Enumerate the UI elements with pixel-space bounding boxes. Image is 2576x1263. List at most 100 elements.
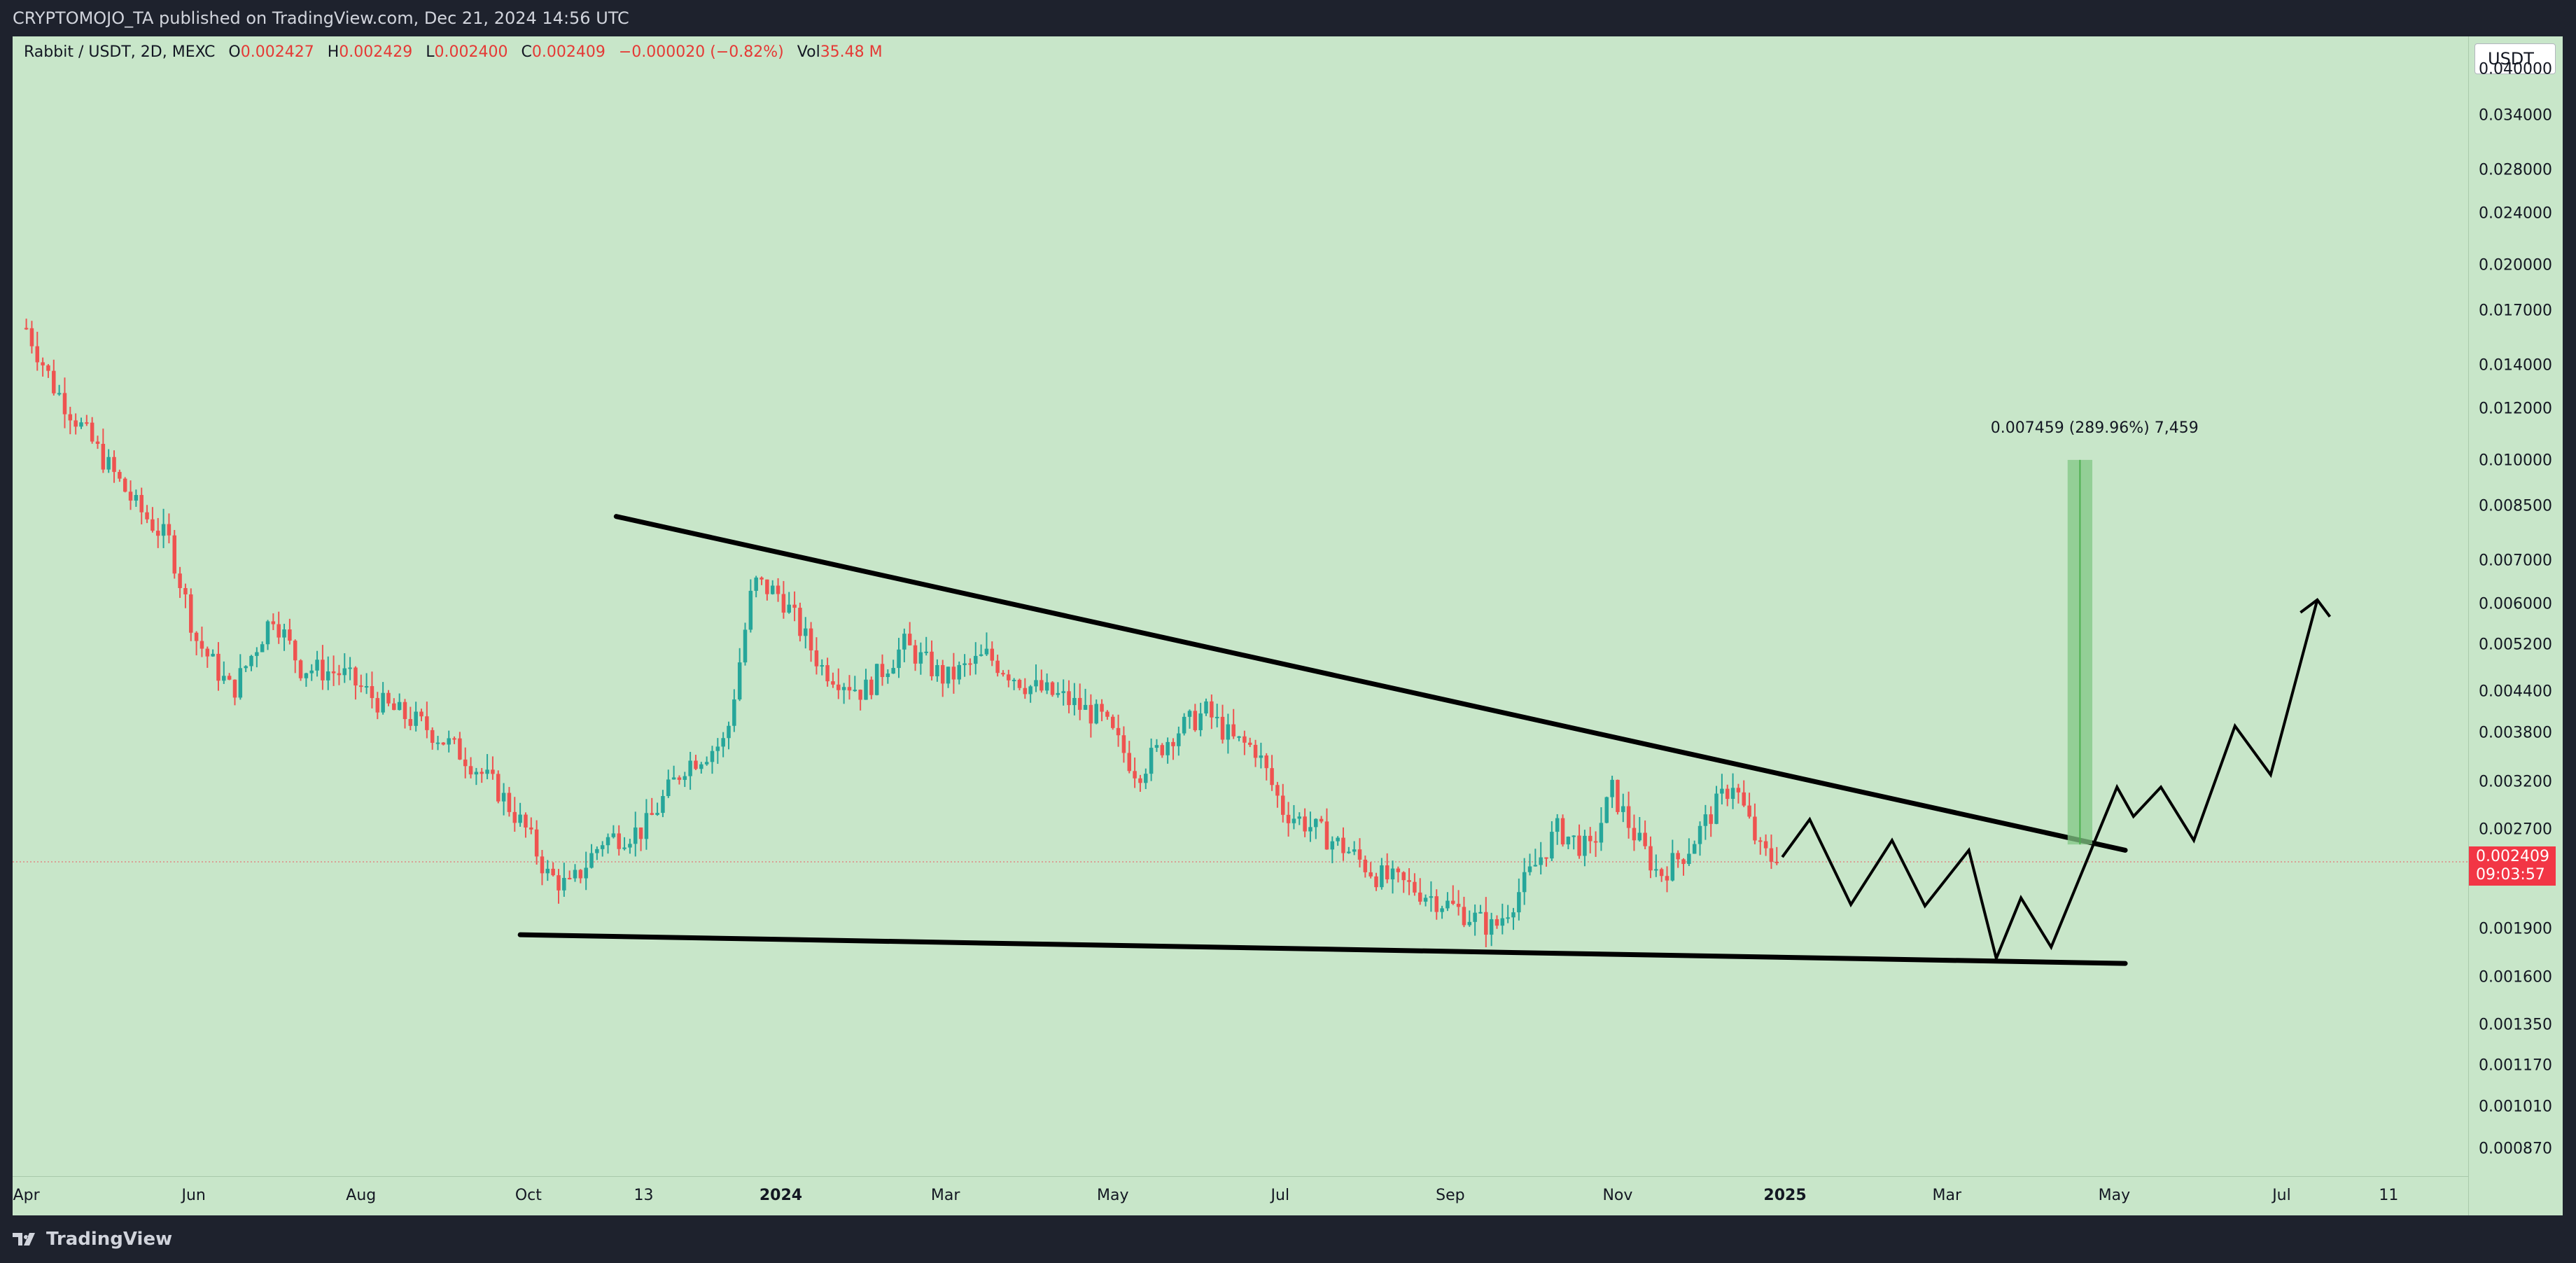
candle-body [951,667,956,680]
price-tick-label: 0.001600 [2479,968,2552,986]
candle-body [1473,912,1477,922]
candle-body [1489,919,1494,935]
candle-body [1467,921,1472,926]
candle-body [276,624,281,638]
candle-body [134,495,139,501]
candle-body [29,328,34,347]
candle-body [1577,835,1581,856]
candle-body [122,478,127,492]
time-tick-label: Jul [1270,1187,1290,1204]
candle-body [1253,744,1258,758]
candle-body [655,813,659,815]
candle-body [1281,795,1285,815]
candle-body [1687,853,1691,864]
candle-body [402,702,407,720]
price-tick-label: 0.014000 [2479,356,2552,375]
candle-body [1418,892,1422,902]
candle-body [189,594,193,633]
candle-body [1341,837,1345,853]
open-label: O [228,43,241,61]
candle-body [984,648,989,655]
candle-body [101,443,106,470]
symbol-label[interactable]: Rabbit / USDT, 2D, MEXC [24,43,216,61]
candle-body [1566,837,1571,845]
candle-body [381,692,385,713]
candle-body [507,793,512,812]
candle-body [392,703,396,711]
candle-body [227,676,232,680]
candle-body [1593,841,1598,843]
candle-body [1714,793,1718,824]
candle-body [52,370,56,393]
price-tick-label: 0.028000 [2479,161,2552,179]
candle-body [666,779,671,797]
candle-body [1297,816,1302,819]
candle-body [995,660,1000,674]
candle-body [1659,869,1664,877]
candle-body [441,742,446,745]
candle-body [1670,853,1675,881]
candle-body [1182,716,1186,734]
chart-svg[interactable] [13,36,2468,1176]
candle-body [671,777,676,780]
price-tick-label: 0.020000 [2479,256,2552,274]
candle-body [211,653,215,657]
open-value: 0.002427 [240,43,314,61]
candle-body [463,759,468,767]
candle-body [1769,848,1774,862]
candle-body [1599,823,1604,843]
candle-body [512,811,517,823]
candle-body [573,870,578,879]
candle-body [35,346,40,363]
candle-body [1017,680,1022,688]
candle-body [1001,673,1005,675]
price-tick-label: 0.012000 [2479,400,2552,418]
price-tick-label: 0.000870 [2479,1140,2552,1158]
support-trendline [517,932,2128,966]
candle-body [282,629,286,638]
candle-body [386,692,391,704]
high-label: H [327,43,340,61]
measure-label: 0.007459 (289.96%) 7,459 [1990,419,2199,437]
candle-body [1494,919,1499,926]
candle-body [1226,724,1231,740]
chart-pane[interactable]: Rabbit / USDT, 2D, MEXC O0.002427 H0.002… [13,36,2468,1176]
candle-body [677,777,682,780]
candle-body [1264,755,1268,769]
candle-body [1040,680,1044,691]
candle-body [924,651,928,653]
price-tick-label: 0.003200 [2479,773,2552,791]
candle-body [1440,908,1444,912]
candle-body [556,875,561,891]
price-tick-label: 0.003800 [2479,724,2552,742]
candle-body [661,796,665,814]
price-tick-label: 0.006000 [2479,595,2552,613]
candle-body [907,634,912,646]
candle-body [1527,866,1532,872]
currency-button[interactable]: USDT [2474,43,2556,74]
candle-body [1692,844,1697,854]
candle-body [804,628,808,636]
candle-body [644,813,649,839]
candle-body [337,673,342,676]
candle-body [1616,779,1620,812]
candle-body [1352,849,1357,852]
candle-body [721,738,725,747]
candle-body [496,774,500,802]
candle-body [1242,736,1247,743]
candle-body [1214,716,1219,718]
tradingview-logo-icon [13,1233,35,1245]
time-tick-label: May [1096,1187,1129,1204]
candle-body [1511,912,1516,918]
candle-body [600,845,605,849]
candle-body [1237,736,1241,738]
candle-body [1044,682,1049,691]
time-axis[interactable]: Apr Jun Aug Oct 13 2024 Mar May Jul Sep Nov 2025 Mar… [13,1176,2468,1216]
candle-body [650,813,654,815]
candle-body [1588,835,1592,842]
price-axis[interactable]: USDT 0.002409 09:03:57 0.040000 0.034000 0… [2468,36,2563,1215]
candle-body [1368,872,1373,877]
time-tick-label: Aug [346,1187,377,1204]
candle-body [798,608,802,636]
candle-body [46,365,50,371]
